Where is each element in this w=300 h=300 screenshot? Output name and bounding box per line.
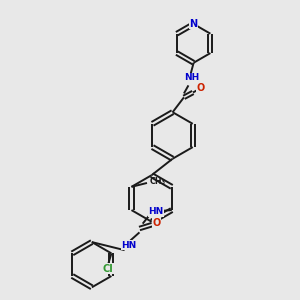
Text: NH: NH	[184, 74, 199, 82]
Text: Cl: Cl	[103, 264, 114, 274]
Text: O: O	[152, 218, 160, 228]
Text: HN: HN	[148, 207, 163, 216]
Text: O: O	[196, 83, 205, 93]
Text: N: N	[190, 19, 198, 29]
Text: CH₃: CH₃	[150, 178, 166, 187]
Text: HN: HN	[121, 241, 136, 250]
